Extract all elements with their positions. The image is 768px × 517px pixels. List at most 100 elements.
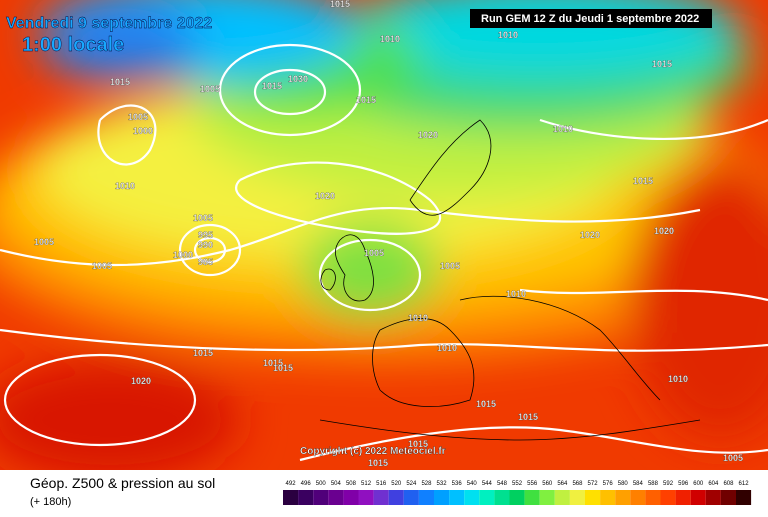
scale-label: 560: [542, 481, 553, 487]
isobar-label: 1010: [553, 124, 573, 134]
scale-label: 556: [527, 481, 538, 487]
run-info: Run GEM 12 Z du Jeudi 1 septembre 2022: [481, 13, 699, 25]
scale-label: 568: [572, 481, 583, 487]
scale-swatch: [585, 490, 601, 505]
isobar-label: 1015: [518, 412, 538, 422]
scale-swatch: [630, 490, 646, 505]
isobar-label: 1015: [368, 458, 388, 468]
scale-label: 576: [603, 481, 614, 487]
isobar-label: 1020: [654, 226, 674, 236]
isobar-label: 1015: [652, 59, 672, 69]
scale-label: 572: [588, 481, 599, 487]
isobar-label: 1015: [408, 439, 428, 449]
scale-swatch: [343, 490, 359, 505]
isobar-label: 1000: [173, 250, 193, 260]
isobar-label: 1015: [330, 0, 350, 9]
scale-label: 532: [437, 481, 448, 487]
scale-swatch: [298, 490, 314, 505]
isobar-label: 1015: [263, 358, 283, 368]
isobar-label: 1000: [133, 126, 153, 136]
coastlines: [319, 119, 701, 441]
isobar-label: 1010: [437, 343, 457, 353]
scale-label: 604: [708, 481, 719, 487]
isobar-label: 1010: [408, 313, 428, 323]
scale-swatch: [479, 490, 495, 505]
isobar-label: 1020: [418, 130, 438, 140]
scale-swatch: [600, 490, 616, 505]
isobar-label: 995: [198, 230, 213, 240]
scale-swatch: [645, 490, 661, 505]
scale-swatch: [569, 490, 585, 505]
scale-label: 500: [316, 481, 327, 487]
scale-label: 516: [376, 481, 387, 487]
scale-label: 608: [723, 481, 734, 487]
scale-label: 552: [512, 481, 523, 487]
copyright: Copyright (c) 2022 Meteociel.fr: [300, 446, 446, 457]
scale-label: 592: [663, 481, 674, 487]
scale-label: 588: [648, 481, 659, 487]
scale-swatch: [494, 490, 510, 505]
scale-label: 596: [678, 481, 689, 487]
isobar-label: 1015: [476, 399, 496, 409]
isobar-label: 1005: [440, 261, 460, 271]
scale-swatch: [660, 490, 676, 505]
isobar-label: 1005: [92, 261, 112, 271]
color-scale: 492 496 500 504 508 512 516 520 524 528 532 536 540 5…: [283, 481, 752, 505]
scale-swatch: [705, 490, 721, 505]
scale-label: 564: [557, 481, 568, 487]
isobar-label: 990: [198, 240, 213, 250]
scale-swatch: [403, 490, 419, 505]
scale-swatch: [313, 490, 329, 505]
isobar-label: 1010: [498, 30, 518, 40]
scale-swatch: [509, 490, 525, 505]
scale-swatch: [328, 490, 344, 505]
scale-swatch: [675, 490, 691, 505]
isobar-label: 1015: [633, 176, 653, 186]
legend-title: Géop. Z500 & pression au sol: [30, 475, 215, 491]
map-background: [0, 0, 768, 480]
forecast-date: Vendredi 9 septembre 2022: [6, 15, 212, 32]
scale-swatch: [373, 490, 389, 505]
isobar-label: 1020: [131, 376, 151, 386]
scale-swatch: [720, 490, 736, 505]
scale-label: 612: [739, 481, 750, 487]
scale-swatch: [690, 490, 706, 505]
scale-swatch: [418, 490, 434, 505]
scale-swatch: [283, 490, 299, 505]
scale-swatch: [434, 490, 450, 505]
scale-label: 504: [331, 481, 342, 487]
isobar-label: 1015: [356, 95, 376, 105]
scale-label: 492: [286, 481, 297, 487]
scale-swatch: [464, 490, 480, 505]
isobar-label: 1015: [110, 77, 130, 87]
scale-label: 508: [346, 481, 357, 487]
scale-label: 584: [633, 481, 644, 487]
isobar-label: 1005: [200, 84, 220, 94]
isobar-label: 1030: [288, 74, 308, 84]
isobar-label: 1010: [380, 34, 400, 44]
scale-label: 536: [452, 481, 463, 487]
isobar-label: 1005: [34, 237, 54, 247]
scale-label: 520: [391, 481, 402, 487]
isobar-label: 1015: [262, 81, 282, 91]
scale-label: 544: [482, 481, 493, 487]
isobar-label: 1005: [364, 248, 384, 258]
scale-swatch: [554, 490, 570, 505]
scale-label: 600: [693, 481, 704, 487]
scale-swatch: [449, 490, 465, 505]
scale-label: 496: [301, 481, 312, 487]
scale-label: 524: [406, 481, 417, 487]
isobars: [0, 43, 768, 462]
isobar-label: 1020: [580, 230, 600, 240]
forecast-time: 1:00 locale: [22, 34, 124, 56]
isobar-label: 1005: [723, 453, 743, 463]
scale-swatch: [736, 490, 752, 505]
scale-label: 512: [361, 481, 372, 487]
isobar-label: 1015: [193, 348, 213, 358]
isobar-label: 1015: [273, 363, 293, 373]
scale-label: 540: [467, 481, 478, 487]
isobar-label: 1010: [506, 289, 526, 299]
